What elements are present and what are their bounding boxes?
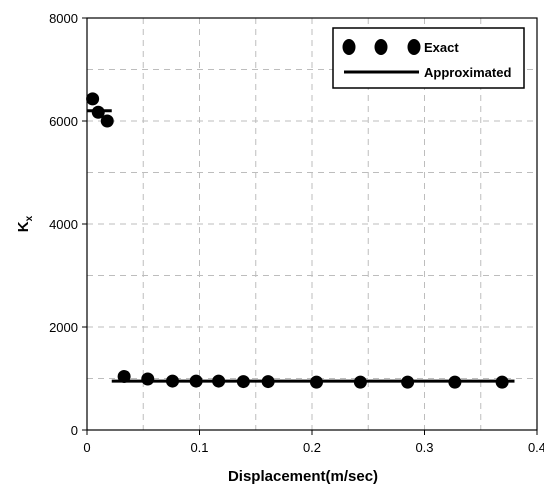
exact-data-point (212, 374, 226, 388)
exact-data-point (117, 369, 131, 383)
x-tick-label: 0.4 (528, 440, 544, 455)
exact-data-point (189, 374, 203, 388)
x-axis-title: Displacement(m/sec) (228, 468, 378, 485)
axis-ticks: 0 0.1 0.2 0.3 0.4 0 2000 4000 6000 8000 (49, 11, 544, 455)
y-tick-label: 2000 (49, 320, 78, 335)
y-tick-label: 4000 (49, 217, 78, 232)
y-tick-label: 8000 (49, 11, 78, 26)
exact-data-point (166, 374, 179, 388)
y-axis-title-main: K (15, 221, 32, 232)
exact-data-point (91, 105, 105, 119)
exact-data-point (261, 375, 275, 389)
y-tick-label: 0 (71, 423, 78, 438)
exact-data-point (495, 375, 509, 389)
exact-data-point (353, 375, 367, 389)
exact-data-point (236, 375, 250, 389)
exact-data-point (310, 375, 323, 389)
x-tick-label: 0.2 (303, 440, 321, 455)
legend-exact-marker-3 (407, 39, 421, 55)
legend: Exact Approximated (332, 27, 525, 89)
exact-data-point (100, 114, 114, 128)
x-tick-label: 0.1 (190, 440, 208, 455)
legend-exact-marker-1 (342, 39, 356, 55)
y-tick-label: 6000 (49, 114, 78, 129)
y-axis-title-subscript: x (24, 215, 35, 221)
exact-data-point (448, 375, 462, 389)
exact-scatter-series (86, 92, 509, 389)
y-axis-title: Kx (15, 215, 35, 232)
exact-data-point (86, 92, 100, 106)
legend-exact-label: Exact (424, 40, 459, 55)
exact-data-point (141, 372, 155, 386)
x-tick-label: 0 (83, 440, 90, 455)
gridlines (87, 18, 537, 430)
legend-approximated-label: Approximated (424, 65, 511, 80)
exact-data-point (401, 375, 415, 389)
legend-exact-marker-2 (374, 39, 388, 55)
x-tick-label: 0.3 (415, 440, 433, 455)
legend-box (332, 27, 525, 89)
